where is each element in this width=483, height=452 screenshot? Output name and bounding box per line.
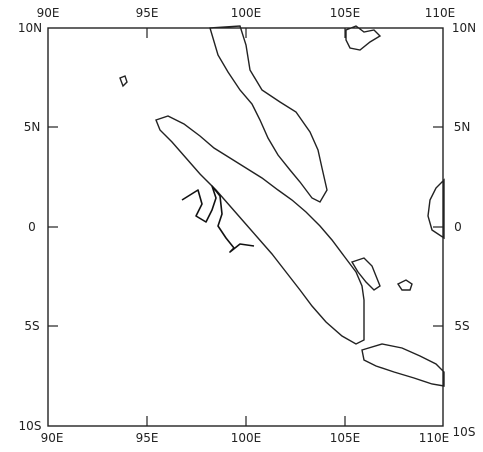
bangka-island — [350, 257, 381, 291]
tick-marks — [48, 28, 443, 426]
lat-label-left-10s: 10S — [19, 419, 42, 433]
lon-label-bottom-90: 90E — [41, 431, 64, 445]
lat-label-right-5n: 5N — [454, 120, 471, 134]
lon-label-top-95: 95E — [136, 6, 159, 20]
lat-labels-left: 10N 5N 0 5S 10S — [18, 21, 42, 433]
lon-label-top-110: 110E — [425, 6, 456, 20]
lon-label-bottom-110: 110E — [419, 431, 450, 445]
lat-label-left-5s: 5S — [24, 319, 39, 333]
lon-label-bottom-100: 100E — [231, 431, 262, 445]
lon-label-top-105: 105E — [330, 6, 361, 20]
lat-label-left-10n: 10N — [18, 21, 42, 35]
lat-label-left-0: 0 — [28, 220, 36, 234]
sumatra — [155, 115, 365, 345]
lat-label-right-10n: 10N — [452, 21, 476, 35]
lon-label-top-90: 90E — [37, 6, 60, 20]
lon-labels-top: 90E 95E 100E 105E 110E — [37, 6, 456, 20]
lon-label-bottom-95: 95E — [136, 431, 159, 445]
borneo-edge — [427, 178, 445, 240]
land-layer — [119, 25, 445, 387]
lon-label-top-100: 100E — [231, 6, 262, 20]
lat-label-left-5n: 5N — [24, 120, 41, 134]
malay-peninsula — [209, 25, 328, 203]
lat-label-right-5s: 5S — [454, 319, 469, 333]
belitung-island — [396, 279, 413, 291]
lon-label-bottom-105: 105E — [330, 431, 361, 445]
track-line — [181, 185, 255, 253]
lat-label-right-0: 0 — [454, 220, 462, 234]
lat-label-right-10s: 10S — [453, 425, 476, 439]
small-island — [119, 75, 128, 88]
lon-labels-bottom: 90E 95E 100E 105E 110E — [41, 431, 450, 445]
north-island — [345, 25, 382, 51]
lat-labels-right: 10N 5N 0 5S 10S — [452, 21, 476, 439]
java — [361, 343, 445, 387]
